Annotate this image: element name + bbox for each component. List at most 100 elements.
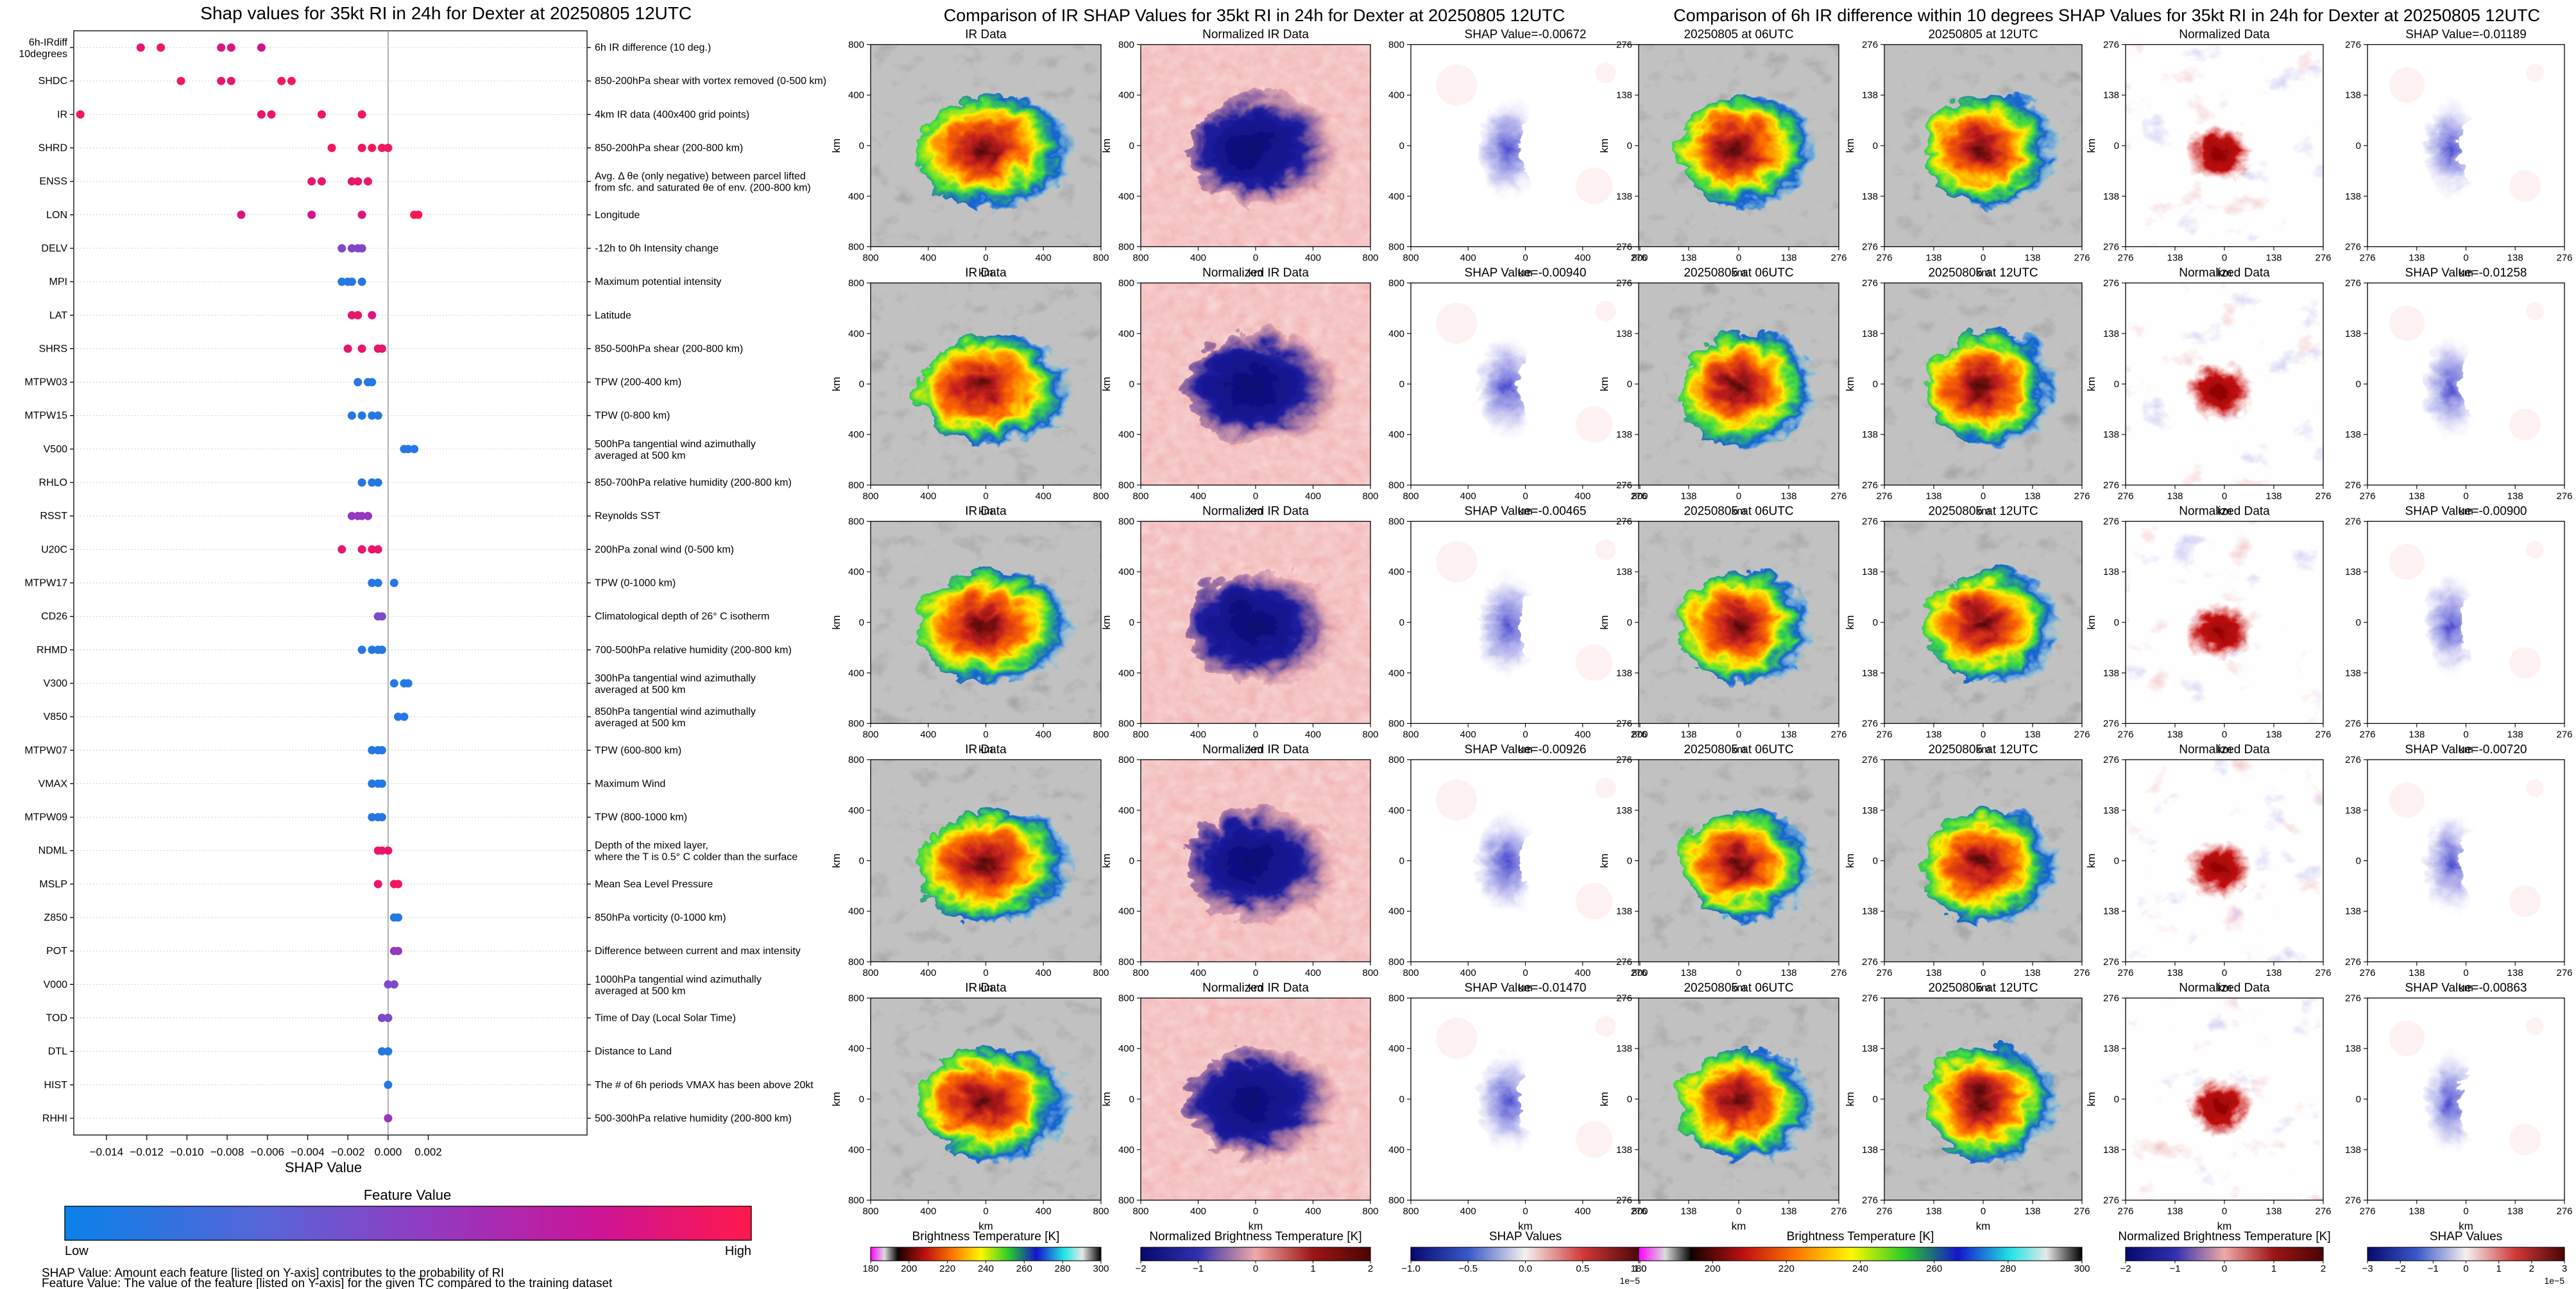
svg-text:The # of 6h periods VMAX has b: The # of 6h periods VMAX has been above … [595, 1080, 814, 1091]
svg-text:0: 0 [1873, 379, 1878, 390]
svg-text:RHHI: RHHI [42, 1113, 67, 1124]
svg-text:138: 138 [1862, 567, 1878, 577]
svg-text:800: 800 [848, 719, 864, 730]
svg-text:138: 138 [2345, 329, 2361, 339]
svg-text:400: 400 [1388, 429, 1404, 440]
svg-text:800: 800 [848, 278, 864, 289]
svg-text:0: 0 [2356, 141, 2361, 151]
svg-text:400: 400 [1460, 968, 1476, 978]
svg-text:276: 276 [1830, 491, 1847, 502]
svg-text:400: 400 [1036, 1206, 1052, 1217]
svg-text:300hPa tangential wind azimuth: 300hPa tangential wind azimuthally [595, 673, 756, 684]
svg-text:SHAP Value=-0.01189: SHAP Value=-0.01189 [2405, 28, 2527, 42]
svg-text:POT: POT [46, 946, 67, 957]
svg-text:276: 276 [1630, 253, 1646, 264]
svg-text:averaged at 500 km: averaged at 500 km [595, 450, 685, 461]
svg-text:Latitude: Latitude [595, 310, 631, 321]
svg-text:0: 0 [859, 856, 864, 867]
svg-text:400: 400 [1118, 329, 1134, 339]
svg-text:km: km [1732, 1220, 1746, 1233]
svg-text:0.002: 0.002 [414, 1146, 442, 1158]
svg-text:800: 800 [1362, 730, 1378, 740]
svg-text:800: 800 [1388, 719, 1404, 730]
svg-text:276: 276 [1630, 491, 1646, 502]
svg-text:km: km [1598, 377, 1610, 391]
svg-text:6h IR difference (10 deg.): 6h IR difference (10 deg.) [595, 42, 711, 53]
svg-text:800: 800 [1403, 968, 1419, 978]
svg-text:Low: Low [65, 1244, 89, 1258]
svg-text:276: 276 [1862, 278, 1878, 289]
svg-text:276: 276 [2074, 253, 2090, 264]
svg-text:138: 138 [2507, 491, 2523, 502]
svg-text:138: 138 [2103, 1043, 2119, 1054]
svg-text:km: km [1976, 1220, 1991, 1233]
svg-text:138: 138 [1862, 805, 1878, 816]
svg-text:ENSS: ENSS [39, 176, 67, 187]
svg-text:MSLP: MSLP [39, 879, 67, 890]
svg-text:240: 240 [1852, 1263, 1868, 1274]
svg-text:Normalized IR Data: Normalized IR Data [1202, 28, 1309, 42]
svg-text:km: km [1844, 139, 1856, 153]
svg-text:−0.002: −0.002 [331, 1146, 364, 1158]
svg-text:km: km [830, 1092, 842, 1107]
svg-text:Normalized Data: Normalized Data [2179, 982, 2270, 995]
svg-text:400: 400 [1190, 491, 1206, 502]
svg-text:276: 276 [2359, 1206, 2375, 1217]
svg-text:−1: −1 [2428, 1263, 2439, 1274]
svg-text:MTPW15: MTPW15 [24, 411, 67, 422]
svg-text:−1: −1 [1193, 1263, 1204, 1274]
svg-text:NDML: NDML [38, 846, 67, 857]
svg-text:276: 276 [2315, 968, 2331, 978]
svg-text:138: 138 [1862, 668, 1878, 679]
svg-text:0: 0 [983, 253, 988, 264]
svg-text:1e−5: 1e−5 [2544, 1276, 2564, 1286]
svg-text:SHAP Value=-0.00465: SHAP Value=-0.00465 [1465, 505, 1587, 518]
svg-text:Comparison of 6h IR difference: Comparison of 6h IR difference within 10… [1673, 6, 2540, 25]
svg-text:400: 400 [1190, 253, 1206, 264]
svg-text:0: 0 [1129, 617, 1134, 628]
svg-text:276: 276 [2103, 719, 2119, 730]
svg-text:400: 400 [848, 429, 864, 440]
svg-text:0: 0 [1253, 491, 1258, 502]
svg-text:800: 800 [1388, 278, 1404, 289]
svg-text:138: 138 [1616, 805, 1632, 816]
svg-text:138: 138 [2024, 1206, 2040, 1217]
svg-text:138: 138 [2345, 191, 2361, 202]
svg-text:20250805 at 12UTC: 20250805 at 12UTC [1928, 266, 2038, 280]
svg-text:SHAP Value=-0.00940: SHAP Value=-0.00940 [1465, 266, 1587, 280]
svg-text:Brightness Temperature [K]: Brightness Temperature [K] [912, 1230, 1060, 1243]
svg-text:400: 400 [1036, 968, 1052, 978]
svg-text:0: 0 [2222, 968, 2227, 978]
svg-text:800: 800 [1403, 730, 1419, 740]
svg-text:850-700hPa relative humidity (: 850-700hPa relative humidity (200-800 km… [595, 477, 792, 488]
svg-text:IR Data: IR Data [965, 266, 1007, 280]
svg-text:138: 138 [1925, 491, 1941, 502]
svg-text:2: 2 [2321, 1263, 2326, 1274]
svg-text:800: 800 [848, 993, 864, 1004]
svg-text:138: 138 [1616, 567, 1632, 577]
svg-text:0: 0 [1981, 253, 1986, 264]
svg-text:800: 800 [1388, 242, 1404, 253]
svg-text:400: 400 [848, 1043, 864, 1054]
svg-text:2: 2 [1368, 1263, 1373, 1274]
svg-text:0: 0 [1981, 968, 1986, 978]
svg-text:138: 138 [1680, 1206, 1696, 1217]
svg-text:0.000: 0.000 [375, 1146, 402, 1158]
svg-text:280: 280 [2000, 1263, 2016, 1274]
svg-text:276: 276 [2103, 40, 2119, 51]
svg-text:800: 800 [848, 755, 864, 765]
svg-text:200hPa zonal wind (0-500 km): 200hPa zonal wind (0-500 km) [595, 544, 734, 555]
svg-text:138: 138 [2103, 90, 2119, 101]
svg-text:DTL: DTL [48, 1046, 67, 1057]
svg-text:0: 0 [1981, 491, 1986, 502]
svg-text:138: 138 [2345, 567, 2361, 577]
svg-text:400: 400 [1388, 329, 1404, 339]
svg-text:276: 276 [2117, 730, 2133, 740]
svg-text:MPI: MPI [49, 277, 67, 287]
svg-text:138: 138 [2409, 1206, 2425, 1217]
svg-text:km: km [1100, 377, 1113, 391]
svg-text:TPW (200-400 km): TPW (200-400 km) [595, 377, 681, 388]
svg-text:276: 276 [2345, 1195, 2361, 1206]
svg-text:0.0: 0.0 [1519, 1263, 1532, 1274]
svg-text:0: 0 [2222, 253, 2227, 264]
